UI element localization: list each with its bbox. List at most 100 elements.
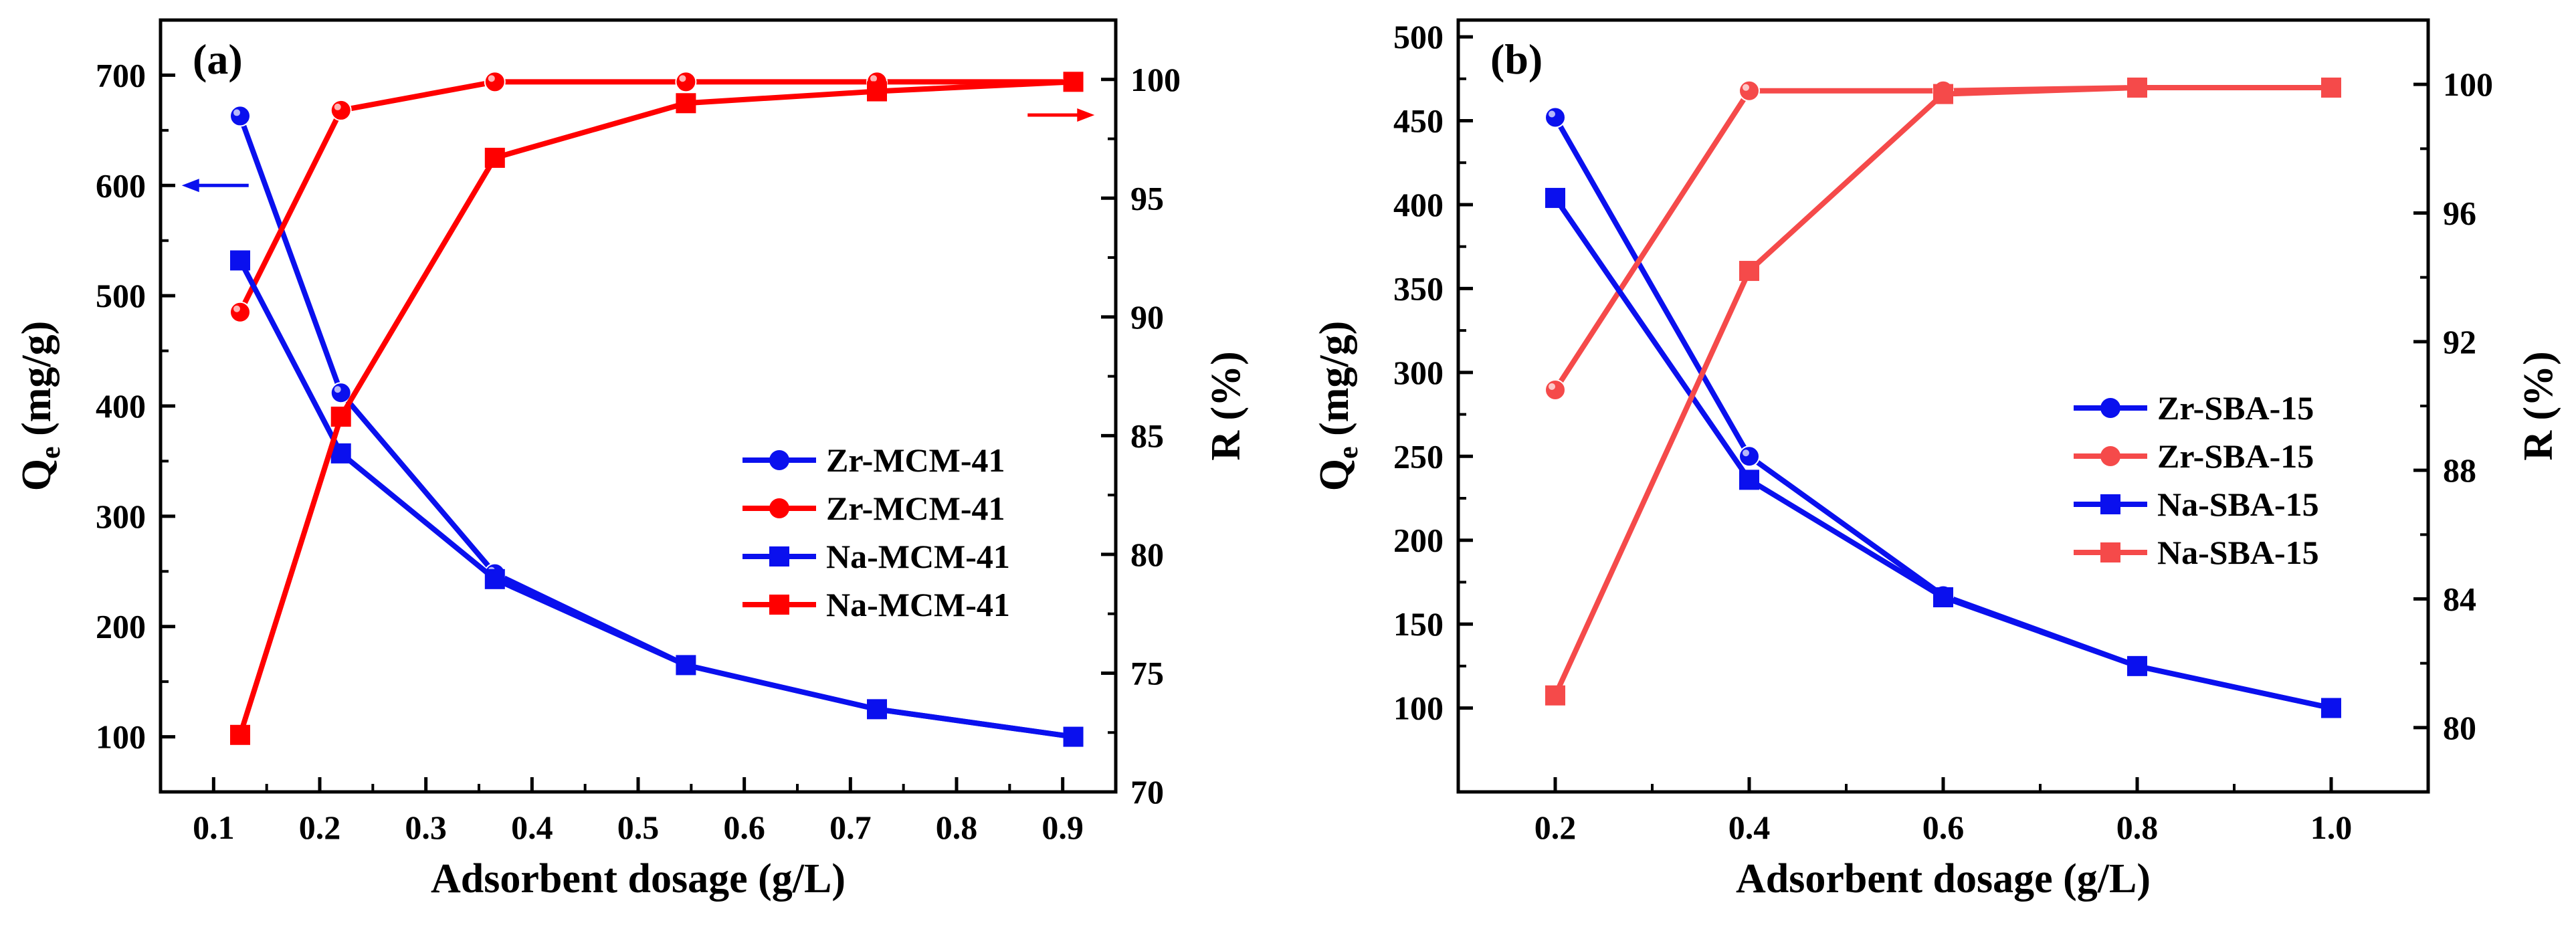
data-point-circle [229,105,251,127]
data-point-square [867,81,887,102]
panel-label: (a) [193,35,243,83]
legend-item: Na-MCM-41 [742,586,1010,623]
data-point-circle [229,301,251,323]
legend-item: Zr-MCM-41 [742,441,1005,479]
y-tick-label: 600 [96,167,146,204]
y-tick-label: 200 [1393,522,1444,559]
legend-marker-circle [769,498,789,518]
y-axis-title-sub: e [35,446,66,459]
x-tick-label: 0.4 [1728,809,1771,846]
arrow-head [181,179,199,193]
data-point-highlight [334,103,341,110]
y-tick-label: 400 [96,387,146,425]
data-point-square [1739,470,1759,490]
y-axis-title-main: Q [1312,459,1357,491]
y-tick-label: 500 [96,277,146,314]
y2-tick-label: 95 [1130,179,1164,217]
legend-marker-square [769,546,789,566]
legend-marker-square [769,595,789,615]
legend-marker-square [2100,494,2120,514]
series-line [237,79,1074,314]
y-tick-label: 450 [1393,102,1444,140]
data-point-circle [1545,379,1566,401]
data-point-highlight [1743,84,1749,91]
y2-tick-label: 84 [2443,581,2476,618]
y-tick-label: 500 [1393,18,1444,56]
y-axis-title-unit: (mg/g) [14,321,60,447]
data-point-square [330,406,351,427]
arrow-left-icon [181,179,249,193]
legend-item: Zr-MCM-41 [742,490,1005,527]
data-point-square [1063,72,1084,92]
y2-axis-title: R (%) [2516,351,2561,461]
x-axis-title: Adsorbent dosage (g/L) [431,856,846,902]
series-line [237,259,1074,740]
y-tick-label: 300 [1393,354,1444,391]
y-axis-title: Qe (mg/g) [1312,321,1364,492]
x-tick-label: 0.6 [723,809,765,846]
data-point-square [676,655,696,676]
series-line [237,79,1074,736]
y-tick-label: 350 [1393,270,1444,307]
series-na-mcm-41-left-square [230,250,1084,747]
chart-panel-a: 0.1 0.2 0.3 0.4 0.5 0.6 0.7 0.8 0.9 100 200 300 400 5… [14,18,1249,902]
x-tick-label: 0.2 [299,809,341,846]
data-point-square [1739,261,1759,282]
y-axis-title-unit: (mg/g) [1312,321,1357,447]
x-tick-label: 0.7 [829,809,872,846]
y-axis-title-main: Q [14,459,60,491]
legend-label: Na-MCM-41 [826,538,1010,575]
y-tick-label: 400 [1393,186,1444,223]
legend-label: Zr-SBA-15 [2157,437,2314,475]
legend-item: Na-SBA-15 [2074,486,2319,523]
arrow-head [1077,108,1095,122]
y-tick-label: 100 [1393,690,1444,727]
data-point-square [230,250,250,271]
data-point-square [2127,77,2147,98]
arrow-right-icon [1027,108,1095,122]
data-point-square [676,93,696,114]
data-point-square [484,147,505,168]
y2-tick-label: 96 [2443,195,2476,232]
data-point-square [2321,698,2341,718]
x-tick-label: 1.0 [2310,809,2353,846]
x-tick-label: 0.2 [1534,809,1577,846]
x-tick-label: 0.8 [936,809,978,846]
data-point-highlight [1549,383,1555,390]
data-point-square [1933,84,1953,104]
data-point-highlight [679,75,686,82]
data-point-square [867,699,887,720]
legend-marker-square [2100,542,2120,562]
y2-tick-label: 100 [2443,66,2493,103]
data-point-square [1933,587,1953,607]
data-point-square [1545,187,1565,208]
series-line [1553,84,2331,392]
series-line [237,115,1074,740]
y-axis-title: Qe (mg/g) [14,321,66,492]
series-na-sba-15-right-square [1545,77,2341,706]
data-point-highlight [233,305,240,312]
legend-item: Zr-SBA-15 [2074,437,2314,475]
legend-label: Na-SBA-15 [2157,486,2319,523]
y2-tick-label: 80 [2443,709,2476,746]
legend-label: Na-MCM-41 [826,586,1010,623]
y-tick-label: 150 [1393,605,1444,643]
legend-marker-circle [2100,398,2120,418]
y-tick-label: 300 [96,498,146,535]
data-point-circle [1739,445,1760,468]
legend: Zr-SBA-15 Zr-SBA-15 Na-SBA-15 Na-SBA-15 [2074,389,2319,571]
x-axis-title: Adsorbent dosage (g/L) [1736,856,2151,902]
data-point-square [1545,685,1565,706]
legend-label: Zr-MCM-41 [826,441,1005,479]
panel-label: (b) [1490,35,1543,83]
legend-marker-circle [769,450,789,470]
y2-tick-label: 90 [1130,298,1164,336]
data-point-highlight [870,75,877,82]
y2-axis-title: R (%) [1203,351,1249,461]
y2-tick-label: 92 [2443,323,2476,360]
x-tick-label: 0.1 [193,809,235,846]
data-point-highlight [488,75,495,82]
y-tick-label: 100 [96,718,146,756]
data-point-square [1063,726,1084,747]
